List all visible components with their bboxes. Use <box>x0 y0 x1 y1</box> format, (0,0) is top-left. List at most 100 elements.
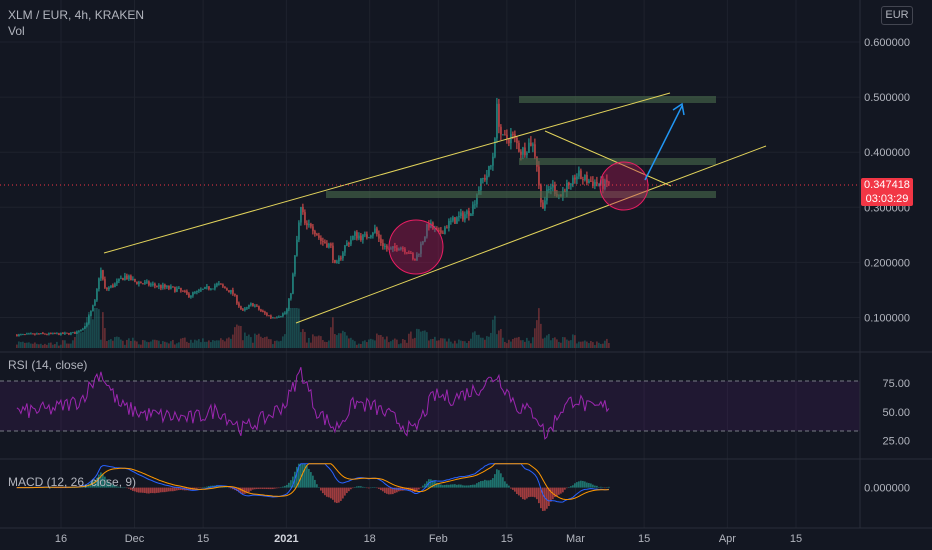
macd-histogram-bar <box>386 487 388 494</box>
candle-body <box>44 333 46 335</box>
volume-bar <box>454 340 456 348</box>
candle-body <box>210 288 212 290</box>
candle-body <box>150 284 152 286</box>
candle-body <box>22 334 24 336</box>
candle-body <box>212 288 214 290</box>
x-tick-label: Apr <box>719 533 736 545</box>
triangle-upper-line[interactable] <box>544 130 672 187</box>
currency-button[interactable]: EUR <box>881 6 913 25</box>
candle-body <box>194 292 196 294</box>
volume-bar <box>504 341 506 348</box>
candle-body <box>514 134 516 138</box>
y-tick-label: 0.000000 <box>864 483 910 495</box>
projection-arrow[interactable] <box>644 105 683 181</box>
candle-body <box>174 286 176 292</box>
macd-signal-line <box>16 463 609 501</box>
candle-body <box>542 202 544 209</box>
volume-bar <box>270 339 272 348</box>
volume-bar <box>58 345 60 348</box>
macd-histogram-bar <box>594 485 596 488</box>
candle-body <box>60 332 62 335</box>
macd-histogram-bar <box>568 487 570 488</box>
candle-body <box>354 232 356 236</box>
volume-bar <box>500 329 502 348</box>
volume-bar <box>382 336 384 348</box>
channel-lower-line[interactable] <box>295 145 767 324</box>
volume-bar <box>336 335 338 348</box>
candle-body <box>314 231 316 235</box>
macd-histogram-bar <box>358 486 360 488</box>
candle-body <box>184 291 186 293</box>
candle-body <box>66 332 68 334</box>
candle-body <box>430 222 432 228</box>
candle-body <box>370 235 372 238</box>
volume-bar <box>92 319 94 348</box>
price-axis[interactable]: 0.1000000.2000000.3000000.4000000.500000… <box>864 37 910 324</box>
macd-axis[interactable]: 0.000000 <box>864 483 910 495</box>
macd-histogram-bar <box>328 487 330 498</box>
volume-bar <box>508 339 510 348</box>
rsi-axis[interactable]: 25.00 50.00 75.00 <box>882 378 910 448</box>
mid-zone[interactable] <box>519 158 716 165</box>
macd-histogram-bar <box>420 487 422 489</box>
macd-histogram-bar <box>272 487 274 490</box>
volume-bar <box>354 341 356 348</box>
macd-histogram-bar <box>324 487 326 496</box>
candle-body <box>266 313 268 316</box>
channel-upper-line[interactable] <box>103 92 671 254</box>
candle-body <box>144 282 146 284</box>
volume-bar <box>272 344 274 348</box>
candle-body <box>474 204 476 206</box>
macd-histogram-bar <box>546 487 548 509</box>
volume-bar <box>142 340 144 348</box>
macd-histogram-bar <box>460 484 462 488</box>
candle-body <box>52 332 54 334</box>
candle-body <box>384 245 386 247</box>
macd-histogram-bar <box>554 487 556 498</box>
volume-bar <box>126 339 128 348</box>
y-tick-label: 0.200000 <box>864 257 910 269</box>
volume-bar <box>496 334 498 348</box>
volume-bar <box>34 342 36 348</box>
rsi-line <box>16 367 610 440</box>
candle-body <box>444 227 446 234</box>
macd-histogram-bar <box>164 487 166 493</box>
macd-histogram-bar <box>316 484 318 488</box>
candle-body <box>56 333 58 335</box>
candle-body <box>198 289 200 291</box>
candle-body <box>272 317 274 319</box>
support-zone[interactable] <box>326 191 716 198</box>
volume-bar <box>132 337 134 348</box>
volume-bar <box>314 336 316 348</box>
volume-bar <box>564 337 566 348</box>
macd-histogram-bar <box>254 487 256 490</box>
highlight-circle-right[interactable] <box>599 161 649 211</box>
resistance-zone[interactable] <box>519 96 716 103</box>
volume-bar <box>494 315 496 348</box>
macd-histogram-bar <box>308 468 310 488</box>
volume-bar <box>98 309 100 348</box>
candle-body <box>58 333 60 335</box>
candle-body <box>176 288 178 292</box>
candle-body <box>118 278 120 281</box>
volume-bar <box>22 341 24 348</box>
volume-bar <box>526 337 528 348</box>
candle-body <box>496 103 498 139</box>
macd-histogram-bar <box>466 485 468 488</box>
volume-bar <box>100 339 102 348</box>
volume-bar <box>356 344 358 348</box>
macd-histogram-bar <box>390 487 392 495</box>
y-tick-label: 0.400000 <box>864 147 910 159</box>
volume-bar <box>136 341 138 348</box>
candle-body <box>580 170 582 180</box>
volume-bar <box>464 341 466 348</box>
highlight-circle-left[interactable] <box>388 219 444 275</box>
candle-body <box>448 220 450 228</box>
time-axis[interactable]: 16 Dec 15 2021 18 Feb 15 Mar 15 Apr 15 <box>55 533 802 545</box>
chart-drawings[interactable] <box>103 92 767 324</box>
macd-histogram-bar <box>544 487 546 511</box>
volume-bar <box>186 341 188 348</box>
candle-body <box>306 223 308 226</box>
candle-body <box>484 177 486 180</box>
